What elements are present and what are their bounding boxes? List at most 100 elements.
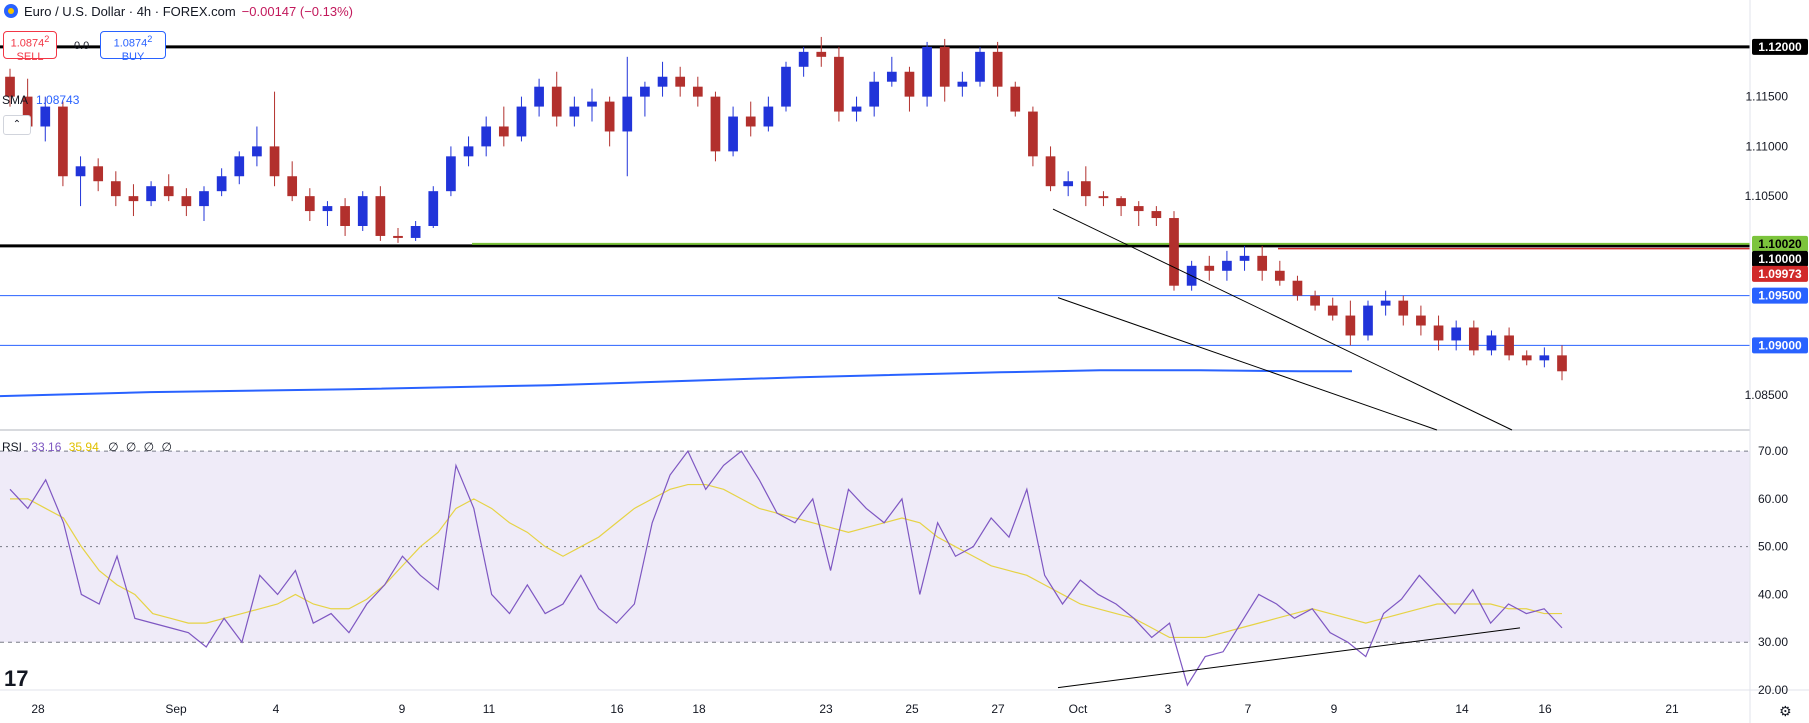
sell-price-sup: 2: [44, 34, 50, 44]
chart-header: Euro / U.S. Dollar · 4h · FOREX.com −0.0…: [0, 0, 353, 22]
price-change: −0.00147 (−0.13%): [241, 3, 353, 19]
rsi-value: 33.16: [31, 440, 62, 454]
time-tick-label: 16: [610, 702, 624, 716]
candle-body: [128, 196, 139, 202]
candle-body: [1010, 86, 1021, 112]
candle-body: [269, 146, 280, 177]
price-tick-label: 1.10500: [1745, 189, 1789, 203]
candle-body: [446, 156, 456, 192]
candle-body: [904, 71, 915, 97]
price-label-box: [1752, 287, 1808, 304]
candle-body: [1080, 181, 1091, 197]
buy-price-sup: 2: [147, 34, 153, 44]
time-tick-label: 21: [1665, 702, 1679, 716]
sma-legend[interactable]: SMA 1.08743: [2, 93, 79, 107]
candle-body: [1451, 327, 1462, 341]
time-tick-label: 28: [31, 702, 45, 716]
candle-body: [816, 51, 827, 57]
spread-value: 0.0: [74, 40, 90, 52]
rsi-tick-label: 20.00: [1758, 683, 1788, 697]
candle-body: [498, 126, 509, 137]
buy-button[interactable]: 1.08742 BUY: [100, 31, 166, 63]
rsi-label: RSI: [2, 440, 23, 454]
rsi-ma-value: 35.94: [68, 440, 99, 454]
candle-body: [886, 71, 897, 82]
candle-body: [1222, 260, 1232, 271]
time-tick-label: 9: [399, 702, 406, 716]
candle-body: [763, 106, 774, 127]
rsi-pane: [0, 449, 1750, 689]
candle-body: [622, 96, 633, 132]
price-label-text: 1.10020: [1758, 237, 1802, 251]
candle-body: [869, 81, 880, 107]
rsi-line: [9, 449, 1563, 687]
price-label-text: 1.10000: [1758, 252, 1802, 266]
candle-body: [1416, 315, 1426, 326]
candle-body: [22, 96, 33, 127]
buy-price: 1.0874: [113, 37, 148, 50]
collapse-legend-icon[interactable]: ⌃: [3, 115, 31, 135]
candle-body: [1292, 280, 1303, 296]
candle-body: [58, 106, 68, 177]
candle-body: [1557, 355, 1567, 372]
candle-body: [163, 186, 174, 197]
candle-body: [181, 196, 192, 207]
candle-body: [1486, 335, 1497, 351]
candle-body: [569, 106, 580, 117]
price-label-box: [1752, 38, 1808, 55]
time-tick-label: Oct: [1069, 702, 1088, 716]
price-label-box: [1752, 250, 1808, 267]
candle-body: [234, 156, 245, 177]
candle-body: [357, 196, 368, 226]
rsi-ma-line: [10, 483, 1562, 639]
time-tick-label: 25: [905, 702, 919, 716]
candle-body: [216, 176, 227, 192]
time-tick-label: 14: [1455, 702, 1469, 716]
candle-body: [5, 76, 15, 97]
symbol-logo-icon: [4, 4, 18, 18]
price-label-box: [1752, 337, 1808, 354]
price-tick-label: 1.11000: [1746, 139, 1789, 153]
candle-body: [1274, 270, 1285, 281]
candle-body: [1327, 305, 1338, 316]
candle-body: [146, 186, 156, 202]
candle-body: [199, 191, 209, 207]
symbol-title[interactable]: Euro / U.S. Dollar · 4h · FOREX.com: [24, 3, 236, 19]
candle-body: [463, 146, 474, 157]
candle-body: [798, 51, 809, 67]
candle-body: [1398, 300, 1409, 316]
sma-value: 1.08743: [36, 93, 80, 107]
candle-body: [340, 206, 350, 226]
candle-body: [481, 126, 492, 147]
candle-body: [851, 106, 862, 112]
candle-body: [657, 76, 668, 87]
time-tick-label: 3: [1165, 702, 1172, 716]
tradingview-logo-icon[interactable]: 17: [4, 666, 29, 691]
candle-body: [922, 46, 932, 97]
time-tick-label: 27: [991, 702, 1005, 716]
rsi-legend[interactable]: RSI 33.16 35.94 ∅ ∅ ∅ ∅: [2, 440, 174, 454]
sma-line: [0, 369, 1352, 398]
sell-button[interactable]: 1.08742 SELL: [3, 31, 57, 63]
candle-body: [110, 181, 121, 197]
candle-body: [1539, 355, 1550, 361]
time-tick-label: 16: [1538, 702, 1552, 716]
candle-body: [1380, 300, 1391, 306]
candle-body: [410, 226, 421, 238]
gear-icon[interactable]: ⚙: [1779, 703, 1792, 719]
candle-body: [587, 101, 597, 107]
candle-body: [1133, 206, 1144, 212]
candle-body: [322, 206, 333, 212]
candle-body: [252, 146, 262, 157]
price-label-text: 1.09973: [1758, 267, 1802, 281]
candle-body: [604, 101, 615, 132]
candle-body: [1063, 181, 1074, 187]
candle-body: [40, 106, 51, 127]
candle-body: [939, 46, 950, 87]
time-tick-label: 18: [692, 702, 706, 716]
buy-label: BUY: [121, 50, 145, 63]
candle-body: [1239, 255, 1250, 261]
price-pane: [0, 36, 1750, 431]
time-tick-label: 11: [483, 702, 496, 716]
